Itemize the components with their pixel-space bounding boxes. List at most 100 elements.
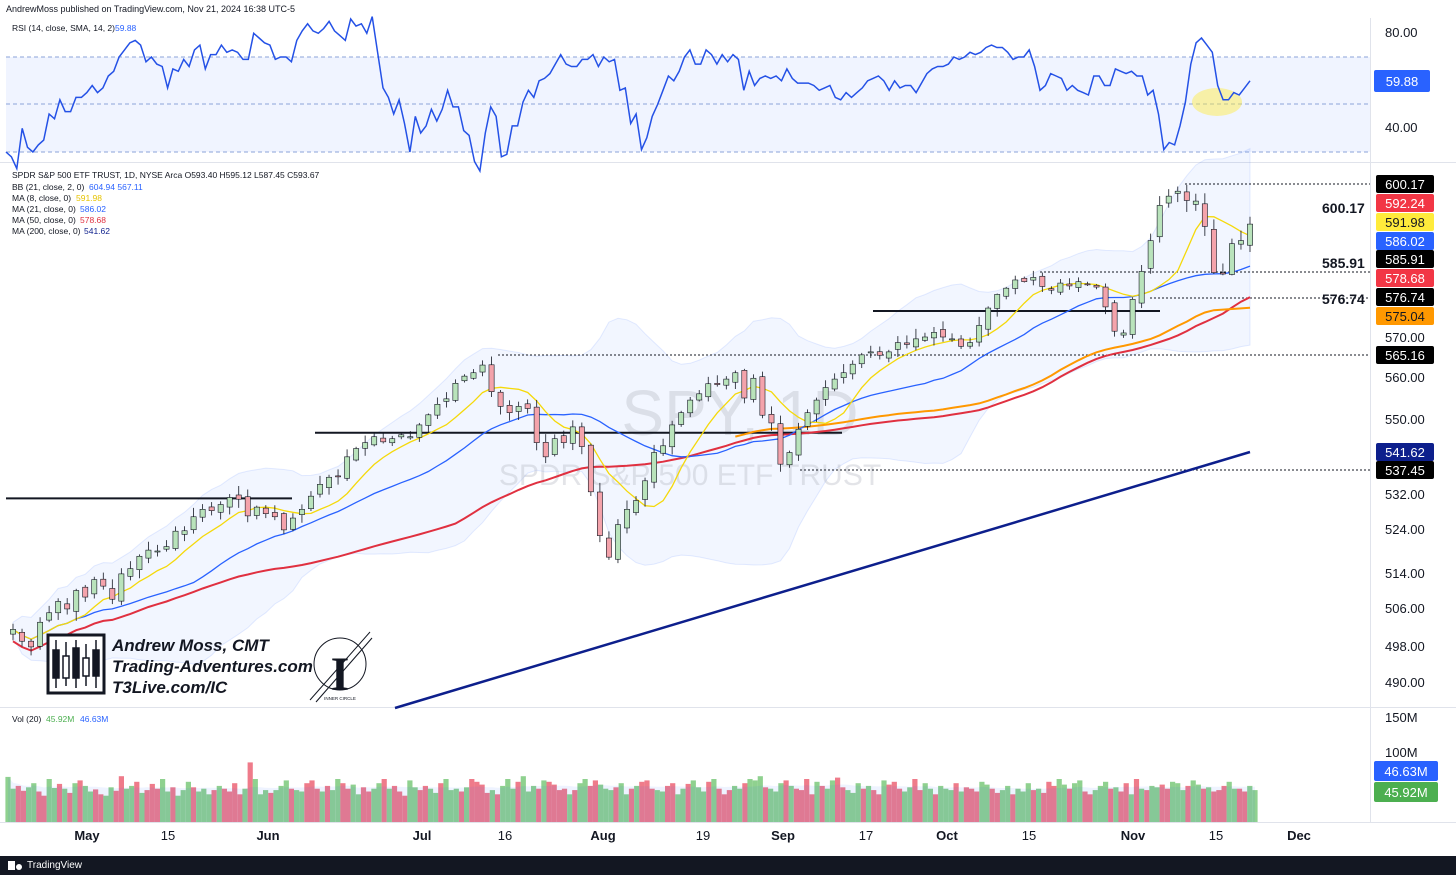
volume-bar [1154,787,1160,822]
volume-bar [675,794,681,822]
volume-bar [391,785,398,822]
volume-bar [139,792,145,822]
volume-bar [247,762,253,822]
volume-bar [340,783,346,822]
volume-bar [98,794,104,822]
candle-body [669,424,676,448]
candle [434,397,441,419]
volume-bar [1082,791,1088,822]
candle-body [687,399,694,414]
ma21-line [12,265,1251,640]
volume-bar [742,783,748,822]
volume-bar [984,784,990,822]
candle-body [407,436,414,439]
candle-body [858,354,865,365]
volume-bar [1247,785,1253,822]
candle-body [768,414,775,424]
chart-canvas[interactable]: RSI (14, close, SMA, 14, 2) 59.88 80.00 … [0,0,1456,856]
brand-candles-icon [52,640,100,688]
volume-bar [67,792,73,822]
candle-body [461,375,468,382]
volume-bar [1020,791,1026,822]
candle [867,345,874,358]
volume-bar [515,781,521,822]
volume-bar [855,783,861,822]
candle [1120,329,1127,338]
price-tick: 550.00 [1385,412,1425,427]
candle-body [1156,205,1163,238]
candle [353,446,360,462]
volume-bar [1221,785,1227,822]
candle [813,397,820,422]
volume-bar [912,779,918,822]
volume-bar [190,787,197,822]
tradingview-logo[interactable]: TradingView [8,860,82,871]
legend-bb: BB (21, close, 2, 0) [12,182,84,192]
candle-body [560,435,567,443]
candle [244,489,251,523]
candle-body [28,640,34,648]
volume-bar [1036,788,1042,822]
candle-body [1057,282,1064,293]
volume-bar [422,785,428,822]
candle-body [696,393,703,401]
volume-bar [757,776,763,822]
candle [1039,272,1046,293]
volume-bar [1226,781,1232,822]
volume-bar [345,788,351,822]
candle-body [1247,223,1253,246]
candle [849,360,856,380]
volume-bar [350,784,356,822]
candle [1138,265,1145,309]
candle [687,396,694,418]
candle-body [1066,283,1073,287]
candle-body [434,403,441,416]
volume-bar [87,791,93,822]
volume-bar [10,788,16,822]
volume-bar [902,791,908,822]
candle-body [723,378,730,386]
candle-body [759,376,766,416]
candle-body [1075,281,1082,288]
candle-body [777,423,784,465]
volume-bar [458,791,465,822]
candle-body [497,391,504,407]
candle-body [1084,283,1091,286]
candle-body [551,438,558,455]
candle [822,380,829,406]
legend-ma8-value: 591.98 [76,193,102,203]
volume-bar [304,783,310,822]
volume-bar [402,795,408,822]
volume-bar [680,788,686,822]
volume-tick-150m: 150M [1385,710,1418,725]
candle [73,588,80,621]
volume-bar [46,779,52,822]
price-badge [1376,269,1434,287]
volume-bar [695,787,702,822]
volume-bar [721,794,727,822]
volume-bar [623,794,629,822]
candle [127,561,134,581]
volume-bar [561,788,568,822]
volume-bar [77,780,83,822]
volume-bar [891,781,897,822]
volume-bar [1195,784,1201,822]
volume-bar [917,790,923,822]
candle-body [949,338,955,341]
candle [19,628,25,647]
candle [894,336,901,357]
volume-bar [798,790,805,822]
candle [64,598,71,615]
volume-bar [1159,784,1165,822]
candle [524,399,531,414]
price-tick: 514.00 [1385,566,1425,581]
volume-bar [489,790,495,822]
candle [109,579,116,605]
candle-body [606,537,612,558]
volume-bar [510,788,516,822]
price-badge [1376,461,1434,479]
volume-bar [948,790,954,822]
candle-body [958,338,964,347]
candle-body [19,631,25,642]
volume-bar [809,794,815,822]
